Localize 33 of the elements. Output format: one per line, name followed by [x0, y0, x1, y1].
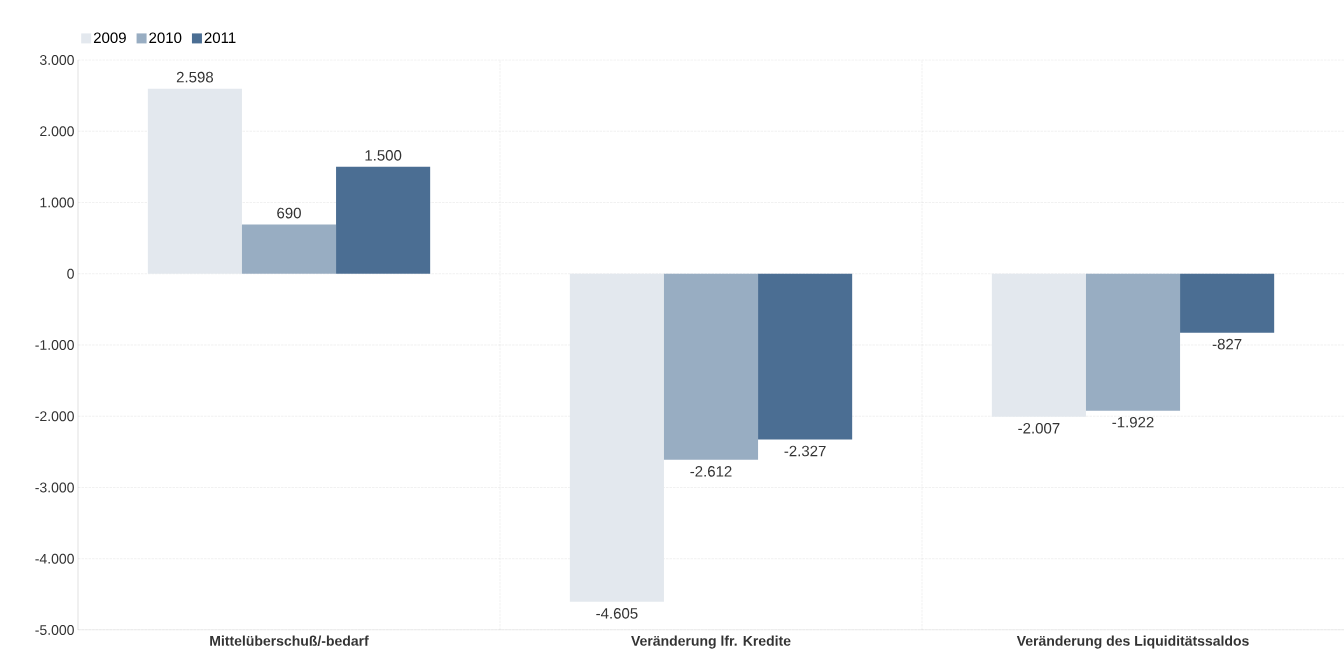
- data-label: -2.612: [690, 466, 732, 477]
- data-label: -827: [1212, 338, 1242, 350]
- data-label: -4.605: [596, 608, 638, 619]
- data-label: 2.598: [176, 71, 213, 83]
- bar: [758, 273, 853, 440]
- bar: [991, 273, 1086, 417]
- data-label: -2.007: [1018, 422, 1060, 434]
- bar: [663, 273, 759, 460]
- y-tick-label: -3.000: [35, 482, 74, 493]
- bar: [569, 273, 664, 602]
- legend-label: 2010: [149, 32, 182, 44]
- y-tick-label: -4.000: [35, 553, 74, 564]
- bar: [1180, 273, 1275, 333]
- legend-label: 2009: [93, 32, 126, 44]
- y-tick-label: -2.000: [35, 411, 74, 422]
- x-tick-label: Mittelüberschuß/-bedarf: [210, 635, 369, 646]
- x-tick-label: Veränderung des Liquiditätssaldos: [1016, 635, 1249, 649]
- data-label: -2.327: [784, 445, 826, 457]
- bar: [1085, 273, 1181, 411]
- bar: [147, 88, 242, 274]
- y-tick-label: 0: [67, 268, 74, 279]
- data-label: -1.922: [1112, 416, 1154, 428]
- data-label: 690: [277, 207, 301, 219]
- y-tick-label: -5.000: [35, 625, 74, 635]
- y-tick-label: 3.000: [39, 55, 74, 65]
- x-tick-label: Veränderung lfr. Kredite: [631, 635, 791, 649]
- y-tick-label: 1.000: [40, 197, 74, 208]
- legend-label: 2011: [204, 32, 236, 44]
- y-tick-label: 2.000: [40, 126, 74, 137]
- bar: [336, 166, 431, 274]
- bar: [241, 224, 337, 274]
- y-tick-label: -1.000: [35, 340, 74, 350]
- data-label: 1.500: [365, 150, 402, 161]
